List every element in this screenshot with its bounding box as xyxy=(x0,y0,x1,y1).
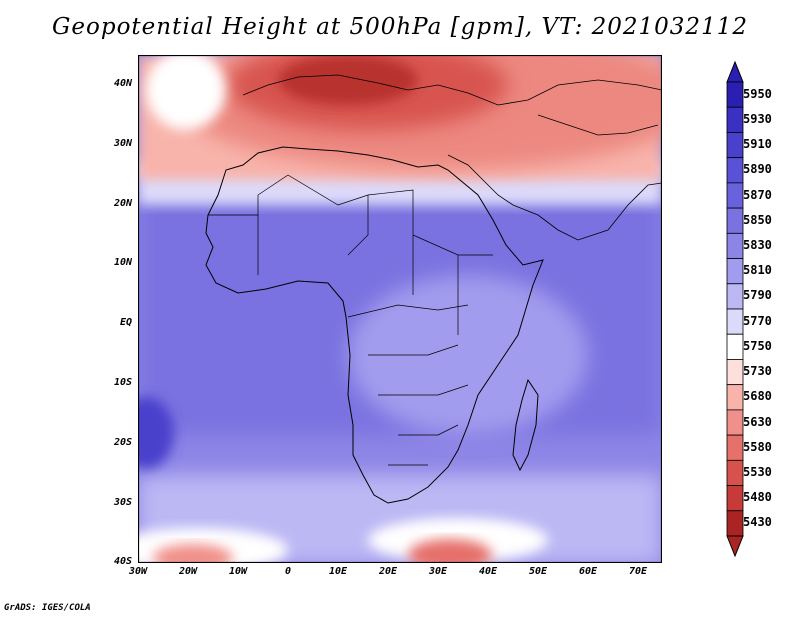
colorbar-swatch xyxy=(726,459,744,486)
lat-label: 20S xyxy=(113,436,132,448)
colorbar-value: 5580 xyxy=(743,439,772,454)
colorbar-swatch xyxy=(726,132,744,159)
colorbar-value: 5950 xyxy=(743,86,772,101)
colorbar-value: 5680 xyxy=(743,389,772,404)
colorbar-value: 5630 xyxy=(743,414,772,429)
colorbar-swatch xyxy=(726,81,744,108)
colorbar-value: 5930 xyxy=(743,111,772,126)
height-field-north-warm4 xyxy=(278,55,418,105)
colorbar-swatch xyxy=(726,182,744,209)
lon-label: 10W xyxy=(228,566,248,577)
height-field-south-red-1 xyxy=(153,544,233,563)
colorbar-swatch xyxy=(726,409,744,436)
colorbar-value: 5750 xyxy=(743,338,772,353)
colorbar-swatch xyxy=(726,106,744,133)
colorbar-value: 5530 xyxy=(743,464,772,479)
country-borders xyxy=(208,174,493,466)
colorbar-swatch xyxy=(726,333,744,360)
lat-label: 40N xyxy=(113,78,132,89)
credit-label: GrADS: IGES/COLA xyxy=(4,603,91,613)
height-field-south-red-2 xyxy=(408,539,492,563)
map-frame xyxy=(138,55,662,563)
colorbar-swatch xyxy=(726,510,744,537)
colorbar xyxy=(726,60,744,558)
colorbar-value: 5870 xyxy=(743,187,772,202)
colorbar-value: 5730 xyxy=(743,364,772,379)
lon-label: 40E xyxy=(478,566,498,577)
lon-label: 30E xyxy=(428,566,448,577)
lat-label: 10N xyxy=(113,257,132,269)
height-field-deep-west xyxy=(138,397,174,469)
colorbar-swatch xyxy=(726,485,744,512)
colorbar-swatch xyxy=(726,157,744,184)
lat-label: 30N xyxy=(113,137,132,149)
colorbar-value: 5790 xyxy=(743,288,772,303)
colorbar-swatch xyxy=(726,434,744,461)
lon-label: 60E xyxy=(578,566,598,577)
lon-label: 50E xyxy=(528,566,548,577)
colorbar-bottom-arrow xyxy=(726,535,744,558)
colorbar-swatch xyxy=(726,207,744,234)
map-panel xyxy=(138,55,662,563)
coastlines xyxy=(205,146,544,504)
lon-label: 10E xyxy=(328,566,348,577)
colorbar-value: 5770 xyxy=(743,313,772,328)
height-field-northwest-white xyxy=(146,55,226,130)
colorbar-value: 5910 xyxy=(743,137,772,152)
colorbar-value: 5480 xyxy=(743,490,772,505)
colorbar-value: 5890 xyxy=(743,162,772,177)
colorbar-top-arrow xyxy=(726,60,744,83)
colorbar-value: 5810 xyxy=(743,263,772,278)
lat-label: 40S xyxy=(113,556,132,568)
colorbar-swatch xyxy=(726,359,744,386)
colorbar-swatch xyxy=(726,384,744,411)
colorbar-swatch xyxy=(726,258,744,285)
lon-label: 70E xyxy=(628,566,648,577)
lon-label: 0 xyxy=(284,566,292,577)
chart-title: Geopotential Height at 500hPa [gpm], VT:… xyxy=(52,14,748,40)
colorbar-swatch xyxy=(726,308,744,335)
lat-label: 30S xyxy=(113,496,132,508)
lat-label: 10S xyxy=(113,377,132,388)
colorbar-value: 5430 xyxy=(743,515,772,530)
lon-label: 30W xyxy=(128,566,148,577)
lat-label: 20N xyxy=(113,197,132,209)
colorbar-value: 5850 xyxy=(743,212,772,227)
colorbar-swatch xyxy=(726,283,744,310)
europe-asia-coast xyxy=(242,74,662,241)
colorbar-swatch xyxy=(726,232,744,259)
lat-label: EQ xyxy=(119,317,132,329)
colorbar-value: 5830 xyxy=(743,237,772,252)
lon-label: 20E xyxy=(378,566,398,577)
lon-label: 20W xyxy=(178,566,198,577)
